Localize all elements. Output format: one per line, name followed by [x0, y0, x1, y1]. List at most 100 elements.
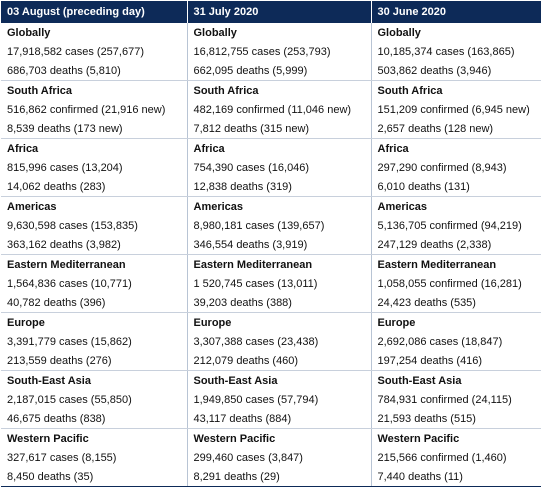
deaths-value: 7,440 deaths (11) — [370, 467, 541, 487]
cases-value: 1,564,836 cases (10,771) — [7, 277, 132, 290]
column-header: 30 June 2020 — [370, 1, 541, 23]
region-name: Globally — [7, 26, 51, 39]
cases-value: 10,185,374 cases (163,865) — [370, 42, 541, 61]
region-name: Europe — [370, 312, 541, 332]
column-header: 31 July 2020 — [186, 1, 371, 23]
region-name: Eastern Mediterranean — [370, 254, 541, 274]
deaths-value: 12,838 deaths (319) — [186, 177, 371, 197]
deaths-value: 6,010 deaths (131) — [370, 177, 541, 197]
deaths-value: 7,812 deaths (315 new) — [186, 119, 371, 139]
region-name: South Africa — [370, 80, 541, 100]
deaths-row: 14,062 deaths (283) 12,838 deaths (319) 6,… — [1, 177, 541, 197]
deaths-value: 662,095 deaths (5,999) — [186, 61, 371, 81]
cases-value: 8,980,181 cases (139,657) — [186, 216, 371, 235]
region-row: Western Pacific Western Pacific Western Pa… — [1, 428, 541, 448]
deaths-value: 346,554 deaths (3,919) — [186, 235, 371, 255]
deaths-value: 8,450 deaths (35) — [1, 467, 187, 487]
region-name: Western Pacific — [7, 432, 89, 445]
deaths-value: 197,254 deaths (416) — [370, 351, 541, 371]
cases-value: 9,630,598 cases (153,835) — [7, 219, 138, 232]
region-name: South-East Asia — [186, 370, 371, 390]
cases-value: 1,058,055 confirmed (16,281) — [370, 274, 541, 293]
cases-value: 151,209 confirmed (6,945 new) — [370, 100, 541, 119]
cases-value: 482,169 confirmed (11,046 new) — [186, 100, 371, 119]
deaths-value: 686,703 deaths (5,810) — [1, 61, 187, 81]
deaths-row: 363,162 deaths (3,982) 346,554 deaths (3,… — [1, 235, 541, 255]
region-name: Africa — [7, 142, 39, 155]
cases-value: 5,136,705 confirmed (94,219) — [370, 216, 541, 235]
region-row: Americas Americas Americas — [1, 196, 541, 216]
region-name: Americas — [7, 200, 57, 213]
deaths-value: 212,079 deaths (460) — [186, 351, 371, 371]
region-name: South-East Asia — [370, 370, 541, 390]
deaths-row: 8,539 deaths (173 new) 7,812 deaths (315 … — [1, 119, 541, 139]
region-name: Western Pacific — [186, 428, 371, 448]
cases-value: 299,460 cases (3,847) — [186, 448, 371, 467]
deaths-value: 213,559 deaths (276) — [1, 351, 187, 371]
cases-row: 9,630,598 cases (153,835) 8,980,181 cases… — [1, 216, 541, 235]
region-name: Eastern Mediterranean — [7, 258, 126, 271]
cases-value: 784,931 confirmed (24,115) — [370, 390, 541, 409]
deaths-value: 46,675 deaths (838) — [1, 409, 187, 429]
deaths-row: 8,450 deaths (35) 8,291 deaths (29) 7,440 … — [1, 467, 541, 487]
deaths-value: 8,291 deaths (29) — [186, 467, 371, 487]
deaths-value: 247,129 deaths (2,338) — [370, 235, 541, 255]
region-name: Eastern Mediterranean — [186, 254, 371, 274]
region-row: Europe Europe Europe — [1, 312, 541, 332]
cases-value: 16,812,755 cases (253,793) — [186, 42, 371, 61]
cases-value: 754,390 cases (16,046) — [186, 158, 371, 177]
cases-value: 3,391,779 cases (15,862) — [7, 335, 132, 348]
region-row: South-East Asia South-East Asia South-East… — [1, 370, 541, 390]
cases-value: 3,307,388 cases (23,438) — [186, 332, 371, 351]
cases-value: 215,566 confirmed (1,460) — [370, 448, 541, 467]
deaths-value: 39,203 deaths (388) — [186, 293, 371, 313]
cases-value: 17,918,582 cases (257,677) — [7, 45, 144, 58]
region-name: Americas — [370, 196, 541, 216]
region-name: South Africa — [186, 80, 371, 100]
cases-value: 516,862 confirmed (21,916 new) — [7, 103, 166, 116]
header-row: 03 August (preceding day) 31 July 2020 3… — [1, 1, 541, 23]
table-body: Globally Globally Globally 17,918,582 cases… — [1, 23, 541, 487]
region-name: Africa — [186, 138, 371, 158]
region-name: Americas — [186, 196, 371, 216]
deaths-row: 46,675 deaths (838) 43,117 deaths (884) 21… — [1, 409, 541, 429]
deaths-value: 21,593 deaths (515) — [370, 409, 541, 429]
cases-row: 3,391,779 cases (15,862) 3,307,388 cases … — [1, 332, 541, 351]
region-row: Africa Africa Africa — [1, 138, 541, 158]
cases-row: 516,862 confirmed (21,916 new) 482,169 co… — [1, 100, 541, 119]
deaths-value: 363,162 deaths (3,982) — [1, 235, 187, 255]
region-row: Eastern Mediterranean Eastern Mediterrane… — [1, 254, 541, 274]
region-name: Europe — [7, 316, 45, 329]
cases-value: 327,617 cases (8,155) — [7, 451, 117, 464]
cases-value: 1,949,850 cases (57,794) — [186, 390, 371, 409]
region-name: Globally — [186, 23, 371, 42]
cases-row: 2,187,015 cases (55,850) 1,949,850 cases … — [1, 390, 541, 409]
deaths-value: 14,062 deaths (283) — [1, 177, 187, 197]
region-name: South Africa — [7, 84, 72, 97]
deaths-value: 24,423 deaths (535) — [370, 293, 541, 313]
region-name: Globally — [370, 23, 541, 42]
deaths-value: 43,117 deaths (884) — [186, 409, 371, 429]
deaths-value: 503,862 deaths (3,946) — [370, 61, 541, 81]
cases-value: 1 520,745 cases (13,011) — [186, 274, 371, 293]
cases-row: 327,617 cases (8,155) 299,460 cases (3,84… — [1, 448, 541, 467]
cases-value: 2,187,015 cases (55,850) — [7, 393, 132, 406]
deaths-value: 8,539 deaths (173 new) — [1, 119, 187, 139]
cases-row: 17,918,582 cases (257,677) 16,812,755 cas… — [1, 42, 541, 61]
cases-value: 297,290 confirmed (8,943) — [370, 158, 541, 177]
cases-row: 1,564,836 cases (10,771) 1 520,745 cases … — [1, 274, 541, 293]
deaths-row: 213,559 deaths (276) 212,079 deaths (460)… — [1, 351, 541, 371]
region-name: Europe — [186, 312, 371, 332]
deaths-row: 40,782 deaths (396) 39,203 deaths (388) 24… — [1, 293, 541, 313]
cases-row: 815,996 cases (13,204) 754,390 cases (16,… — [1, 158, 541, 177]
deaths-value: 40,782 deaths (396) — [1, 293, 187, 313]
cases-value: 815,996 cases (13,204) — [7, 161, 123, 174]
deaths-row: 686,703 deaths (5,810) 662,095 deaths (5,… — [1, 61, 541, 81]
cases-value: 2,692,086 cases (18,847) — [370, 332, 541, 351]
column-header: 03 August (preceding day) — [1, 1, 187, 23]
region-name: South-East Asia — [7, 374, 91, 387]
region-row: South Africa South Africa South Africa — [1, 80, 541, 100]
region-name: Africa — [370, 138, 541, 158]
